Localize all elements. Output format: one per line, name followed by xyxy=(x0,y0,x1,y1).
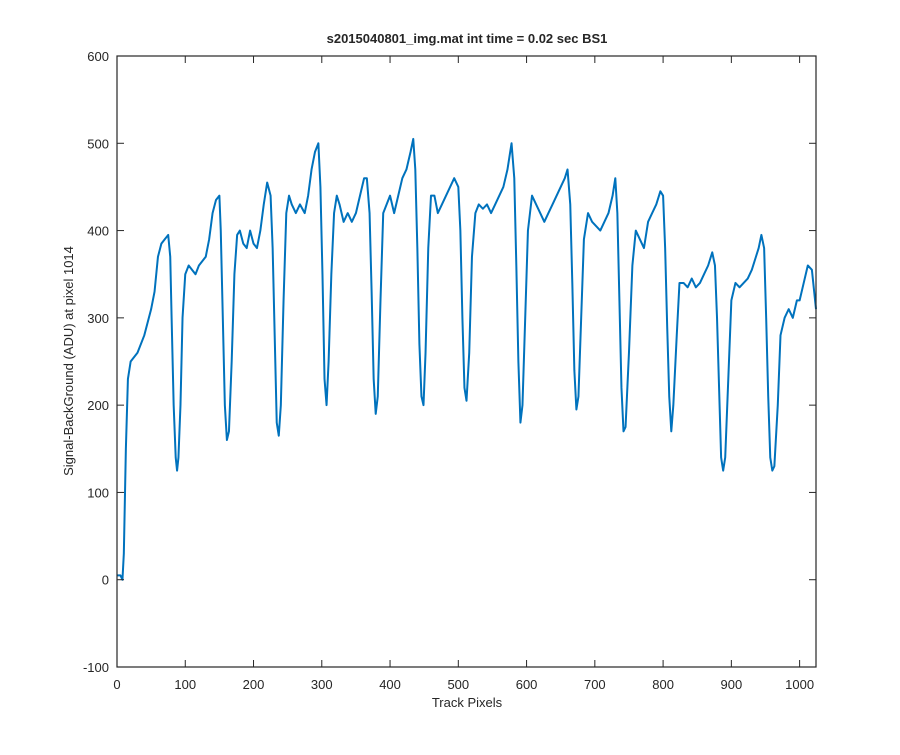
y-tick-label: 200 xyxy=(87,398,109,413)
x-tick-label: 0 xyxy=(113,677,120,692)
y-tick-label: -100 xyxy=(83,660,109,675)
plot-frame xyxy=(116,55,817,668)
y-axis-label: Signal-BackGround (ADU) at pixel 1014 xyxy=(61,246,76,476)
chart-title: s2015040801_img.mat int time = 0.02 sec … xyxy=(327,31,608,46)
x-tick-label: 700 xyxy=(584,677,606,692)
y-tick-label: 300 xyxy=(87,311,109,326)
y-tick-label: 500 xyxy=(87,136,109,151)
y-tick-label: 600 xyxy=(87,49,109,64)
y-tick-label: 100 xyxy=(87,485,109,500)
x-tick-label: 400 xyxy=(379,677,401,692)
x-tick-label: 500 xyxy=(447,677,469,692)
y-tick-label: 0 xyxy=(102,573,109,588)
x-axis-label: Track Pixels xyxy=(432,695,503,710)
x-tick-label: 1000 xyxy=(785,677,814,692)
x-tick-label: 600 xyxy=(516,677,538,692)
x-tick-label: 300 xyxy=(311,677,333,692)
x-tick-label: 800 xyxy=(652,677,674,692)
x-tick-label: 200 xyxy=(243,677,265,692)
x-tick-label: 900 xyxy=(721,677,743,692)
y-tick-label: 400 xyxy=(87,224,109,239)
data-line xyxy=(117,137,817,581)
x-tick-label: 100 xyxy=(174,677,196,692)
